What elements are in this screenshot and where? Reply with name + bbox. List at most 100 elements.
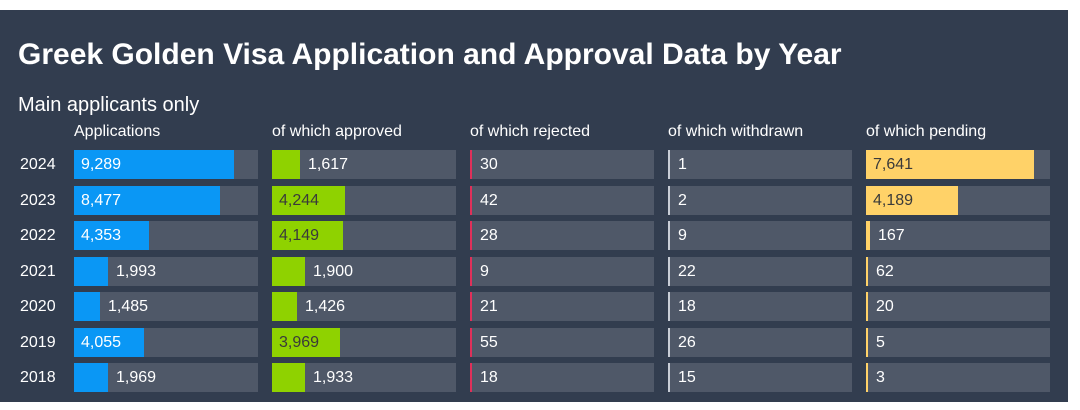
bar xyxy=(74,363,108,392)
column-header: of which approved xyxy=(272,123,402,140)
bar xyxy=(668,363,670,392)
value-label: 2 xyxy=(678,191,687,209)
bar xyxy=(272,221,343,250)
value-label: 167 xyxy=(878,227,905,244)
bar-track: 9 xyxy=(470,256,654,286)
bar xyxy=(866,292,868,321)
value-label: 26 xyxy=(678,333,696,351)
bar xyxy=(74,221,149,250)
year-label: 2020 xyxy=(20,298,56,315)
value-label: 4,189 xyxy=(873,191,914,209)
bar-track: 3,969 xyxy=(272,327,456,357)
bar xyxy=(470,327,472,357)
bar-track: 9 xyxy=(668,221,852,250)
bar xyxy=(470,150,472,179)
year-label: 2023 xyxy=(20,191,56,209)
value-label: 42 xyxy=(480,191,498,209)
year-label: 2022 xyxy=(20,227,56,244)
value-label: 3 xyxy=(876,369,885,386)
value-label: 21 xyxy=(480,298,498,315)
bar xyxy=(272,150,300,179)
column-header: of which pending xyxy=(866,123,987,140)
bar-track: 4,055 xyxy=(74,327,258,357)
value-label: 1,617 xyxy=(308,156,349,173)
bar-track: 4,189 xyxy=(866,185,1050,215)
year-label: 2024 xyxy=(20,156,56,173)
bar-track: 20 xyxy=(866,292,1050,321)
bar xyxy=(470,292,472,321)
value-label: 18 xyxy=(678,298,696,315)
value-label: 18 xyxy=(480,369,498,386)
bar-track: 1,485 xyxy=(74,292,258,321)
bar-track: 1,617 xyxy=(272,150,456,179)
value-label: 55 xyxy=(480,333,498,351)
value-label: 1,993 xyxy=(116,262,157,280)
bar xyxy=(866,150,1034,179)
bar xyxy=(272,292,297,321)
bar xyxy=(470,221,472,250)
bar-track: 42 xyxy=(470,185,654,215)
chart-title: Greek Golden Visa Application and Approv… xyxy=(18,38,842,71)
bar-track: 62 xyxy=(866,256,1050,286)
value-label: 8,477 xyxy=(81,191,122,209)
value-label: 4,149 xyxy=(279,227,320,244)
bar xyxy=(272,363,305,392)
bar-track: 1,993 xyxy=(74,256,258,286)
value-label: 62 xyxy=(876,262,894,280)
value-label: 30 xyxy=(480,156,498,173)
bar-track: 22 xyxy=(668,256,852,286)
bar xyxy=(470,256,472,286)
chart-subtitle: Main applicants only xyxy=(18,94,200,116)
value-label: 4,055 xyxy=(81,333,122,351)
bar-track: 1,969 xyxy=(74,363,258,392)
bar xyxy=(668,327,670,357)
bar xyxy=(272,185,345,215)
value-label: 22 xyxy=(678,262,696,280)
bar-track: 26 xyxy=(668,327,852,357)
value-label: 1,933 xyxy=(313,369,354,386)
bar xyxy=(668,185,670,215)
bar-track: 18 xyxy=(470,363,654,392)
bar-track: 9,289 xyxy=(74,150,258,179)
value-label: 1 xyxy=(678,156,687,173)
bar-track: 18 xyxy=(668,292,852,321)
bar-track: 1,426 xyxy=(272,292,456,321)
value-label: 7,641 xyxy=(873,156,914,173)
bar-track: 5 xyxy=(866,327,1050,357)
value-label: 28 xyxy=(480,227,498,244)
bar-track: 7,641 xyxy=(866,150,1050,179)
value-label: 1,969 xyxy=(116,369,157,386)
bar-track: 1 xyxy=(668,150,852,179)
value-label: 1,426 xyxy=(305,298,346,315)
bar xyxy=(866,363,868,392)
value-label: 5 xyxy=(876,333,885,351)
bar xyxy=(668,150,670,179)
chart-panel: Greek Golden Visa Application and Approv… xyxy=(0,10,1068,402)
bar-track: 4,353 xyxy=(74,221,258,250)
bar-track: 4,244 xyxy=(272,185,456,215)
bar xyxy=(668,221,670,250)
bar-track: 1,933 xyxy=(272,363,456,392)
bar xyxy=(668,256,670,286)
value-label: 20 xyxy=(876,298,894,315)
bar xyxy=(272,256,305,286)
year-label: 2018 xyxy=(20,369,56,386)
bar-track: 55 xyxy=(470,327,654,357)
column-header: Applications xyxy=(74,123,161,140)
bar xyxy=(470,363,472,392)
value-label: 1,900 xyxy=(313,262,354,280)
bar xyxy=(866,185,958,215)
column-header: of which withdrawn xyxy=(668,123,804,140)
value-label: 15 xyxy=(678,369,696,386)
bar-track: 28 xyxy=(470,221,654,250)
bar-track: 3 xyxy=(866,363,1050,392)
bar xyxy=(74,150,234,179)
bar xyxy=(866,327,868,357)
value-label: 9 xyxy=(480,262,489,280)
year-label: 2019 xyxy=(20,333,56,351)
value-label: 9,289 xyxy=(81,156,122,173)
page-margin xyxy=(1068,0,1080,410)
bar-track: 30 xyxy=(470,150,654,179)
value-label: 4,244 xyxy=(279,191,320,209)
bar-track: 21 xyxy=(470,292,654,321)
